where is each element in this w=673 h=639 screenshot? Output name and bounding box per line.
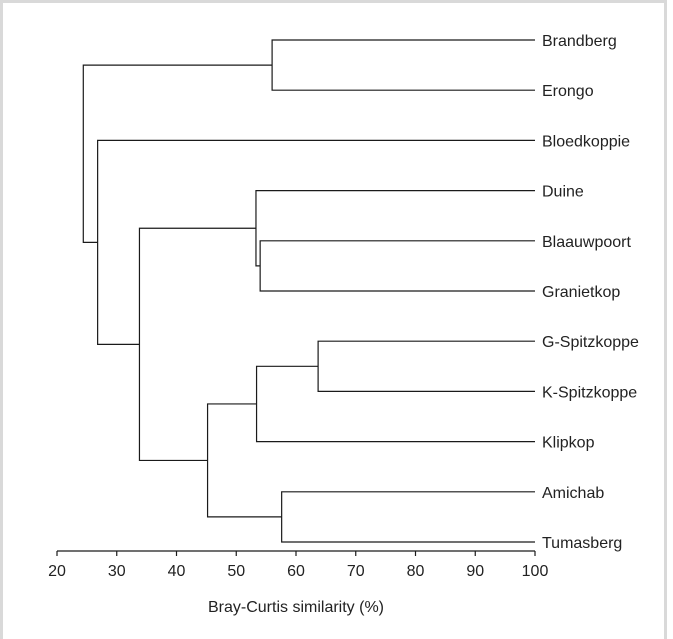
x-axis-title: Bray-Curtis similarity (%) bbox=[208, 599, 384, 616]
branch-f bbox=[281, 491, 535, 543]
leaf-label-granietkop: Granietkop bbox=[542, 284, 620, 301]
branch-e bbox=[255, 365, 535, 443]
x-tick-label-50: 50 bbox=[227, 563, 245, 580]
branch-i bbox=[97, 139, 535, 345]
leaf-label-g-spitzkoppe: G-Spitzkoppe bbox=[542, 334, 639, 351]
leaf-label-erongo: Erongo bbox=[542, 83, 594, 100]
x-tick-label-80: 80 bbox=[407, 563, 425, 580]
leaf-labels: Brandberg Erongo Bloedkoppie Duine Blaauwpoo… bbox=[542, 33, 639, 552]
leaf-label-tumasberg: Tumasberg bbox=[542, 535, 622, 552]
branch-a bbox=[271, 39, 535, 91]
x-tick-label-60: 60 bbox=[287, 563, 305, 580]
dendrogram-branches bbox=[82, 39, 535, 543]
x-tick-label-100: 100 bbox=[522, 563, 549, 580]
x-tick-label-30: 30 bbox=[108, 563, 126, 580]
x-axis: 20 30 40 50 60 70 80 90 100 bbox=[48, 550, 549, 580]
leaf-label-brandberg: Brandberg bbox=[542, 33, 617, 50]
leaf-label-amichab: Amichab bbox=[542, 485, 604, 502]
x-tick-label-20: 20 bbox=[48, 563, 66, 580]
branch-g bbox=[206, 403, 282, 518]
branch-b bbox=[259, 240, 535, 292]
leaf-label-klipkop: Klipkop bbox=[542, 435, 595, 452]
branch-d bbox=[317, 340, 535, 392]
x-tick-label-90: 90 bbox=[466, 563, 484, 580]
leaf-label-duine: Duine bbox=[542, 184, 584, 201]
x-tick-label-40: 40 bbox=[168, 563, 186, 580]
branch-h bbox=[138, 227, 256, 462]
leaf-label-bloedkoppie: Bloedkoppie bbox=[542, 133, 630, 150]
leaf-label-k-spitzkoppe: K-Spitzkoppe bbox=[542, 384, 637, 401]
leaf-label-blaauwpoort: Blaauwpoort bbox=[542, 234, 632, 251]
x-tick-label-70: 70 bbox=[347, 563, 365, 580]
branch-c bbox=[255, 190, 535, 267]
branch-j bbox=[82, 64, 273, 243]
